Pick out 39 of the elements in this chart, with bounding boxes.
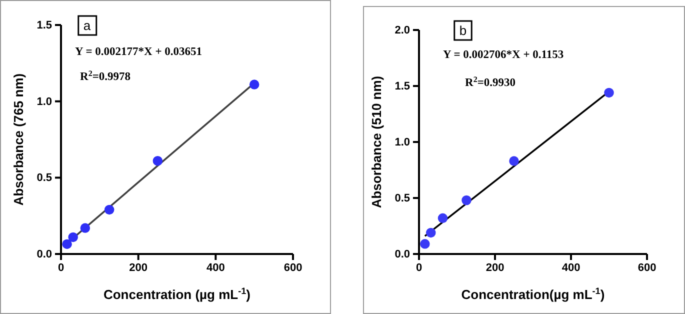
y-axis-title: Absorbance (510 nm): [369, 76, 384, 208]
point: [249, 80, 260, 90]
x-tick-label: 400: [206, 262, 225, 274]
y-tick-label: 0.0: [36, 248, 52, 261]
annotation: R$^{2}$=0.9930: [465, 74, 516, 89]
x-tick-label: 400: [562, 262, 580, 274]
annotation: Y = 0.002706*X + 0.1153: [443, 49, 564, 61]
y-tick-label: 1.5: [36, 20, 52, 32]
x-tick-label: 200: [486, 262, 504, 274]
point: [62, 239, 72, 249]
y-axis-title: Absorbance (765 nm): [11, 73, 26, 206]
y-tick-label: 2.0: [394, 24, 410, 37]
y-tick-label: 0.5: [36, 172, 52, 184]
annotation: b: [459, 23, 467, 38]
y-tick-label: 1.0: [36, 96, 52, 108]
x-tick-label: 600: [638, 262, 656, 274]
x-tick-label: 600: [284, 262, 302, 274]
y-tick-label: 1.5: [394, 80, 410, 93]
y-tick-label: 0.0: [394, 248, 410, 261]
y-tick-label: 1.0: [394, 136, 410, 149]
point: [68, 232, 78, 242]
point: [462, 195, 472, 206]
annotation: a: [83, 18, 92, 33]
x-tick-label: 0: [416, 262, 422, 274]
point: [438, 213, 448, 224]
point: [420, 239, 430, 249]
x-tick-label: 200: [129, 262, 148, 274]
point: [152, 156, 163, 166]
point: [604, 88, 614, 98]
x-tick-label: 0: [58, 262, 64, 274]
point: [509, 156, 519, 166]
point: [426, 228, 436, 238]
point: [80, 223, 90, 233]
annotation: R$^{2}$=0.9978: [80, 68, 131, 83]
y-tick-label: 0.5: [394, 192, 410, 205]
x-axis-title: Concentration(µg mL$^{-1}$): [461, 286, 605, 302]
annotation: Y = 0.002177*X + 0.03651: [75, 46, 202, 58]
point: [104, 204, 114, 215]
x-axis-title: Concentration (µg mL$^{-1}$): [103, 286, 251, 302]
